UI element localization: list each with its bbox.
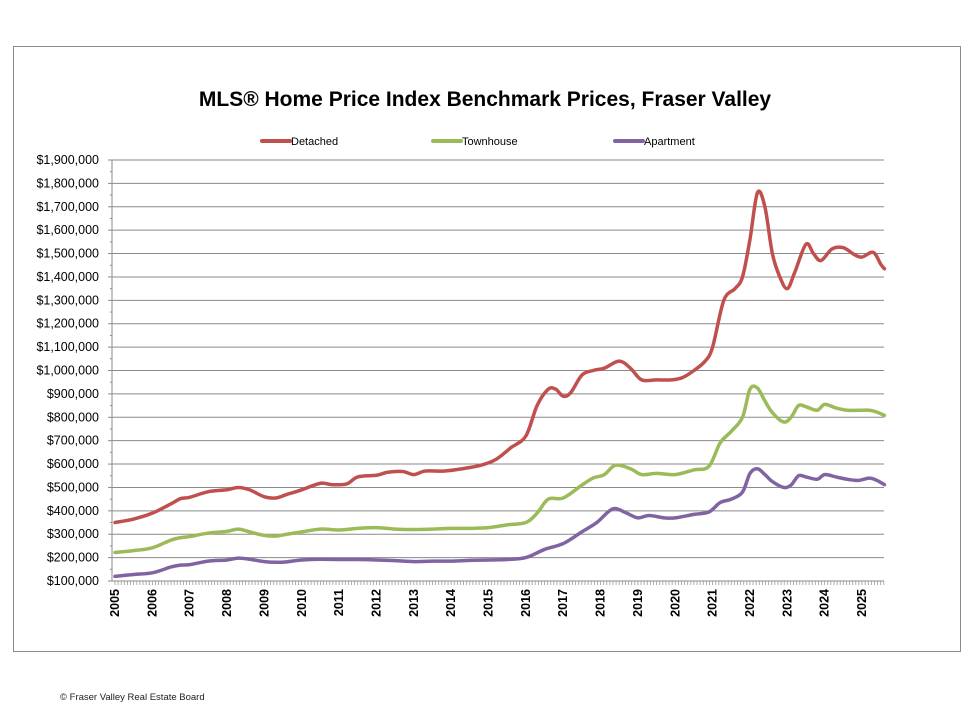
series-line-detached	[113, 189, 887, 525]
x-tick-label: 2009	[257, 589, 271, 617]
y-tick-label: $600,000	[47, 457, 99, 471]
x-tick-label: 2014	[444, 589, 458, 617]
x-tick-label: 2007	[183, 589, 197, 617]
x-tick-label: 2023	[780, 589, 794, 617]
y-tick-label: $400,000	[47, 504, 99, 518]
x-tick-label: 2010	[295, 589, 309, 617]
x-tick-label: 2016	[519, 589, 533, 617]
series-line-apartment	[113, 466, 887, 579]
y-tick-label: $100,000	[47, 574, 99, 588]
legend-label-apartment: Apartment	[644, 136, 695, 148]
y-tick-label: $800,000	[47, 410, 99, 424]
y-tick-label: $200,000	[47, 551, 99, 565]
x-tick-label: 2006	[145, 589, 159, 617]
y-tick-label: $1,800,000	[36, 176, 99, 190]
y-tick-label: $1,300,000	[36, 293, 99, 307]
series-line-townhouse	[113, 384, 887, 555]
x-tick-label: 2020	[668, 589, 682, 617]
y-tick-label: $700,000	[47, 434, 99, 448]
y-tick-label: $1,600,000	[36, 223, 99, 237]
x-tick-label: 2018	[594, 589, 608, 617]
legend-label-detached: Detached	[291, 136, 338, 148]
x-tick-label: 2012	[369, 589, 383, 617]
y-tick-label: $1,100,000	[36, 340, 99, 354]
x-tick-label: 2013	[407, 589, 421, 617]
y-tick-label: $1,400,000	[36, 270, 99, 284]
legend-label-townhouse: Townhouse	[462, 136, 518, 148]
y-axis: $100,000 $200,000 $300,000 $400,000 $500,000…	[36, 153, 113, 588]
footer-copyright: © Fraser Valley Real Estate Board	[60, 692, 205, 703]
legend: Detached Townhouse Apartment	[260, 136, 695, 148]
y-tick-label: $1,500,000	[36, 247, 99, 261]
x-tick-label: 2017	[556, 589, 570, 617]
x-tick-label: 2022	[743, 589, 757, 617]
y-tick-label: $1,700,000	[36, 200, 99, 214]
y-tick-label: $300,000	[47, 527, 99, 541]
x-tick-label: 2005	[108, 589, 122, 617]
series-lines	[113, 189, 887, 579]
x-tick-label: 2011	[332, 589, 346, 616]
y-tick-label: $1,200,000	[36, 317, 99, 331]
x-tick-label: 2025	[855, 589, 869, 617]
y-tick-label: $900,000	[47, 387, 99, 401]
chart-frame	[13, 46, 961, 652]
x-tick-label: 2021	[706, 589, 720, 617]
chart-title: MLS® Home Price Index Benchmark Prices, …	[199, 88, 772, 111]
y-tick-label: $1,900,000	[36, 153, 99, 167]
x-axis: 2005 2006 2007 2008 2009 2010 2011 2012 2013 2014…	[108, 580, 885, 617]
x-tick-label: 2024	[818, 589, 832, 617]
y-tick-label: $1,000,000	[36, 364, 99, 378]
x-tick-label: 2008	[220, 589, 234, 617]
x-tick-label: 2015	[482, 589, 496, 617]
y-tick-label: $500,000	[47, 480, 99, 494]
x-tick-label: 2019	[631, 589, 645, 617]
